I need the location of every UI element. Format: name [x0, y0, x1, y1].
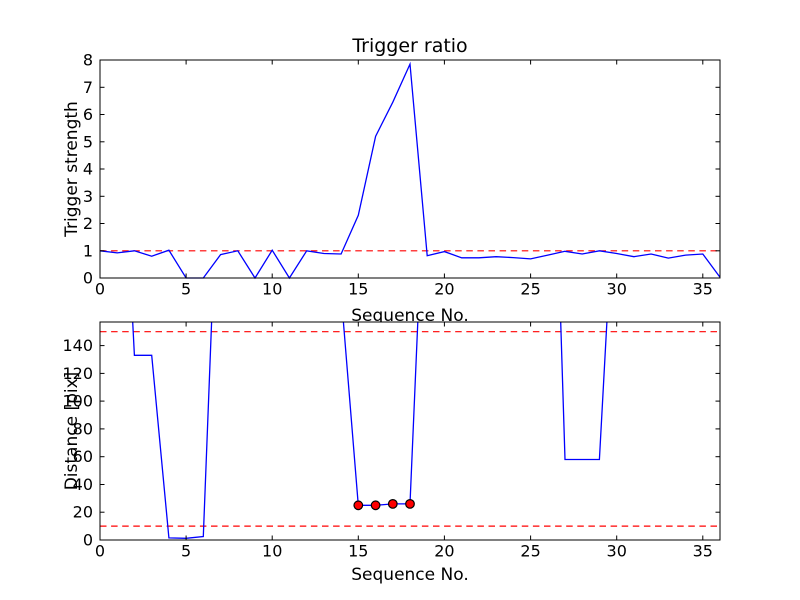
x-tick-label: 10 [262, 542, 282, 561]
y-tick-label: 7 [83, 78, 93, 97]
chart-title: Trigger ratio [352, 35, 468, 57]
y-tick-label: 5 [83, 132, 93, 151]
y-tick-label: 120 [62, 364, 93, 383]
y-tick-label: 0 [83, 269, 93, 288]
data-point-marker [370, 500, 381, 511]
y-tick-label: 60 [73, 447, 93, 466]
y-tick-label: 2 [83, 214, 93, 233]
y-tick-label: 1 [83, 241, 93, 260]
y-tick-label: 80 [73, 419, 93, 438]
y-tick-label: 3 [83, 187, 93, 206]
x-tick-label: 0 [95, 280, 105, 299]
distance-line [560, 321, 608, 461]
data-point-marker [405, 499, 415, 509]
data-point-marker [353, 500, 364, 511]
distance-line [132, 321, 213, 539]
x-tick-label: 35 [693, 542, 713, 561]
x-tick-label: 20 [434, 280, 454, 299]
x-tick-label: 5 [181, 542, 191, 561]
x-tick-label: 25 [520, 280, 540, 299]
axes-background [100, 60, 720, 278]
top-yaxis-label: Trigger strength [62, 101, 82, 237]
y-tick-label: 8 [83, 51, 93, 70]
x-tick-label: 35 [693, 280, 713, 299]
x-tick-label: 15 [348, 280, 368, 299]
y-tick-label: 20 [73, 503, 93, 522]
bottom-yaxis-label: Distance [pix] [62, 371, 82, 491]
axes-frame [99, 321, 721, 541]
x-tick-label: 30 [607, 280, 627, 299]
x-tick-label: 20 [434, 542, 454, 561]
y-tick-label: 6 [83, 105, 93, 124]
axes-1: 0 5 10 15 20 25 30 35 0 20 40 60 80 100 120 140 [62, 321, 721, 561]
x-tick-label: 5 [181, 280, 191, 299]
y-tick-label: 40 [73, 475, 93, 494]
y-tick-label: 140 [62, 336, 93, 355]
y-tick-label: 100 [62, 392, 93, 411]
y-tick-label: 0 [83, 531, 93, 550]
x-tick-label: 10 [262, 280, 282, 299]
distance-line [342, 321, 419, 506]
data-point-marker [387, 499, 398, 509]
x-tick-label: 25 [520, 542, 540, 561]
x-tick-label: 15 [348, 542, 368, 561]
top-xaxis-label: Sequence No. [351, 306, 469, 326]
axes-0: 0 5 10 15 20 25 30 35 0 1 2 3 4 5 6 7 8 [83, 51, 721, 299]
x-tick-label: 0 [95, 542, 105, 561]
y-tick-label: 4 [83, 160, 93, 179]
bottom-xaxis-label: Sequence No. [351, 565, 469, 585]
x-tick-label: 30 [607, 542, 627, 561]
